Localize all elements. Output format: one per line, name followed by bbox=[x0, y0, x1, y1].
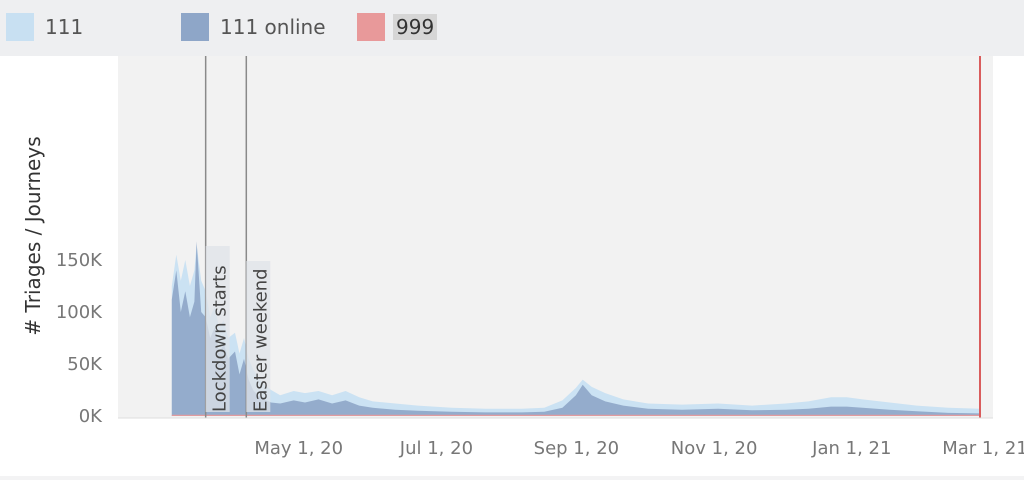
y-tick-label-100k: 100K bbox=[56, 302, 103, 323]
legend-item-999[interactable]: 999 bbox=[357, 11, 438, 43]
chart-area: Lockdown starts Easter weekend 0K 50K 100K 1… bbox=[0, 56, 1024, 476]
x-tick-label-2021-03-01: Mar 1, 21 bbox=[942, 438, 1024, 459]
y-axis-title: # Triages / Journeys bbox=[21, 136, 45, 335]
legend-label-111-online: 111 online bbox=[220, 15, 326, 39]
legend-swatch-111-online bbox=[181, 13, 209, 41]
y-tick-label-50k: 50K bbox=[67, 354, 103, 375]
y-tick-label-150k: 150K bbox=[56, 250, 103, 271]
legend-label-111: 111 bbox=[45, 15, 84, 39]
x-tick-label-2020-09-01: Sep 1, 20 bbox=[534, 438, 619, 459]
annotation-layer: Lockdown starts Easter weekend bbox=[204, 56, 981, 418]
annotation-label-lockdown-starts: Lockdown starts bbox=[210, 265, 231, 412]
legend-item-111-online[interactable]: 111 online bbox=[181, 11, 329, 43]
annotation-label-bg-easter-weekend bbox=[246, 261, 271, 412]
x-tick-label-2020-11-01: Nov 1, 20 bbox=[671, 438, 758, 459]
annotation-label-bg-lockdown-starts bbox=[205, 246, 230, 412]
x-tick-label-2021-01-01: Jan 1, 21 bbox=[811, 438, 891, 459]
legend-swatch-999 bbox=[357, 13, 385, 41]
chart-legend: 111 111 online 999 bbox=[0, 0, 1024, 56]
legend-label-999: 999 bbox=[393, 14, 438, 40]
area-chart: Lockdown starts Easter weekend 0K 50K 100K 1… bbox=[21, 56, 1024, 459]
x-tick-label-2020-07-01: Jul 1, 20 bbox=[399, 438, 473, 459]
axis-layer: 0K 50K 100K 150K May 1, 20 Jul 1, 20 Sep 1, 20… bbox=[56, 250, 1024, 459]
series-area-999 bbox=[171, 414, 981, 416]
x-tick-label-2020-05-01: May 1, 20 bbox=[254, 438, 343, 459]
legend-item-111[interactable]: 111 bbox=[6, 11, 86, 43]
legend-swatch-111 bbox=[6, 13, 34, 41]
annotation-label-easter-weekend: Easter weekend bbox=[250, 268, 271, 412]
y-tick-label-0k: 0K bbox=[79, 406, 103, 427]
